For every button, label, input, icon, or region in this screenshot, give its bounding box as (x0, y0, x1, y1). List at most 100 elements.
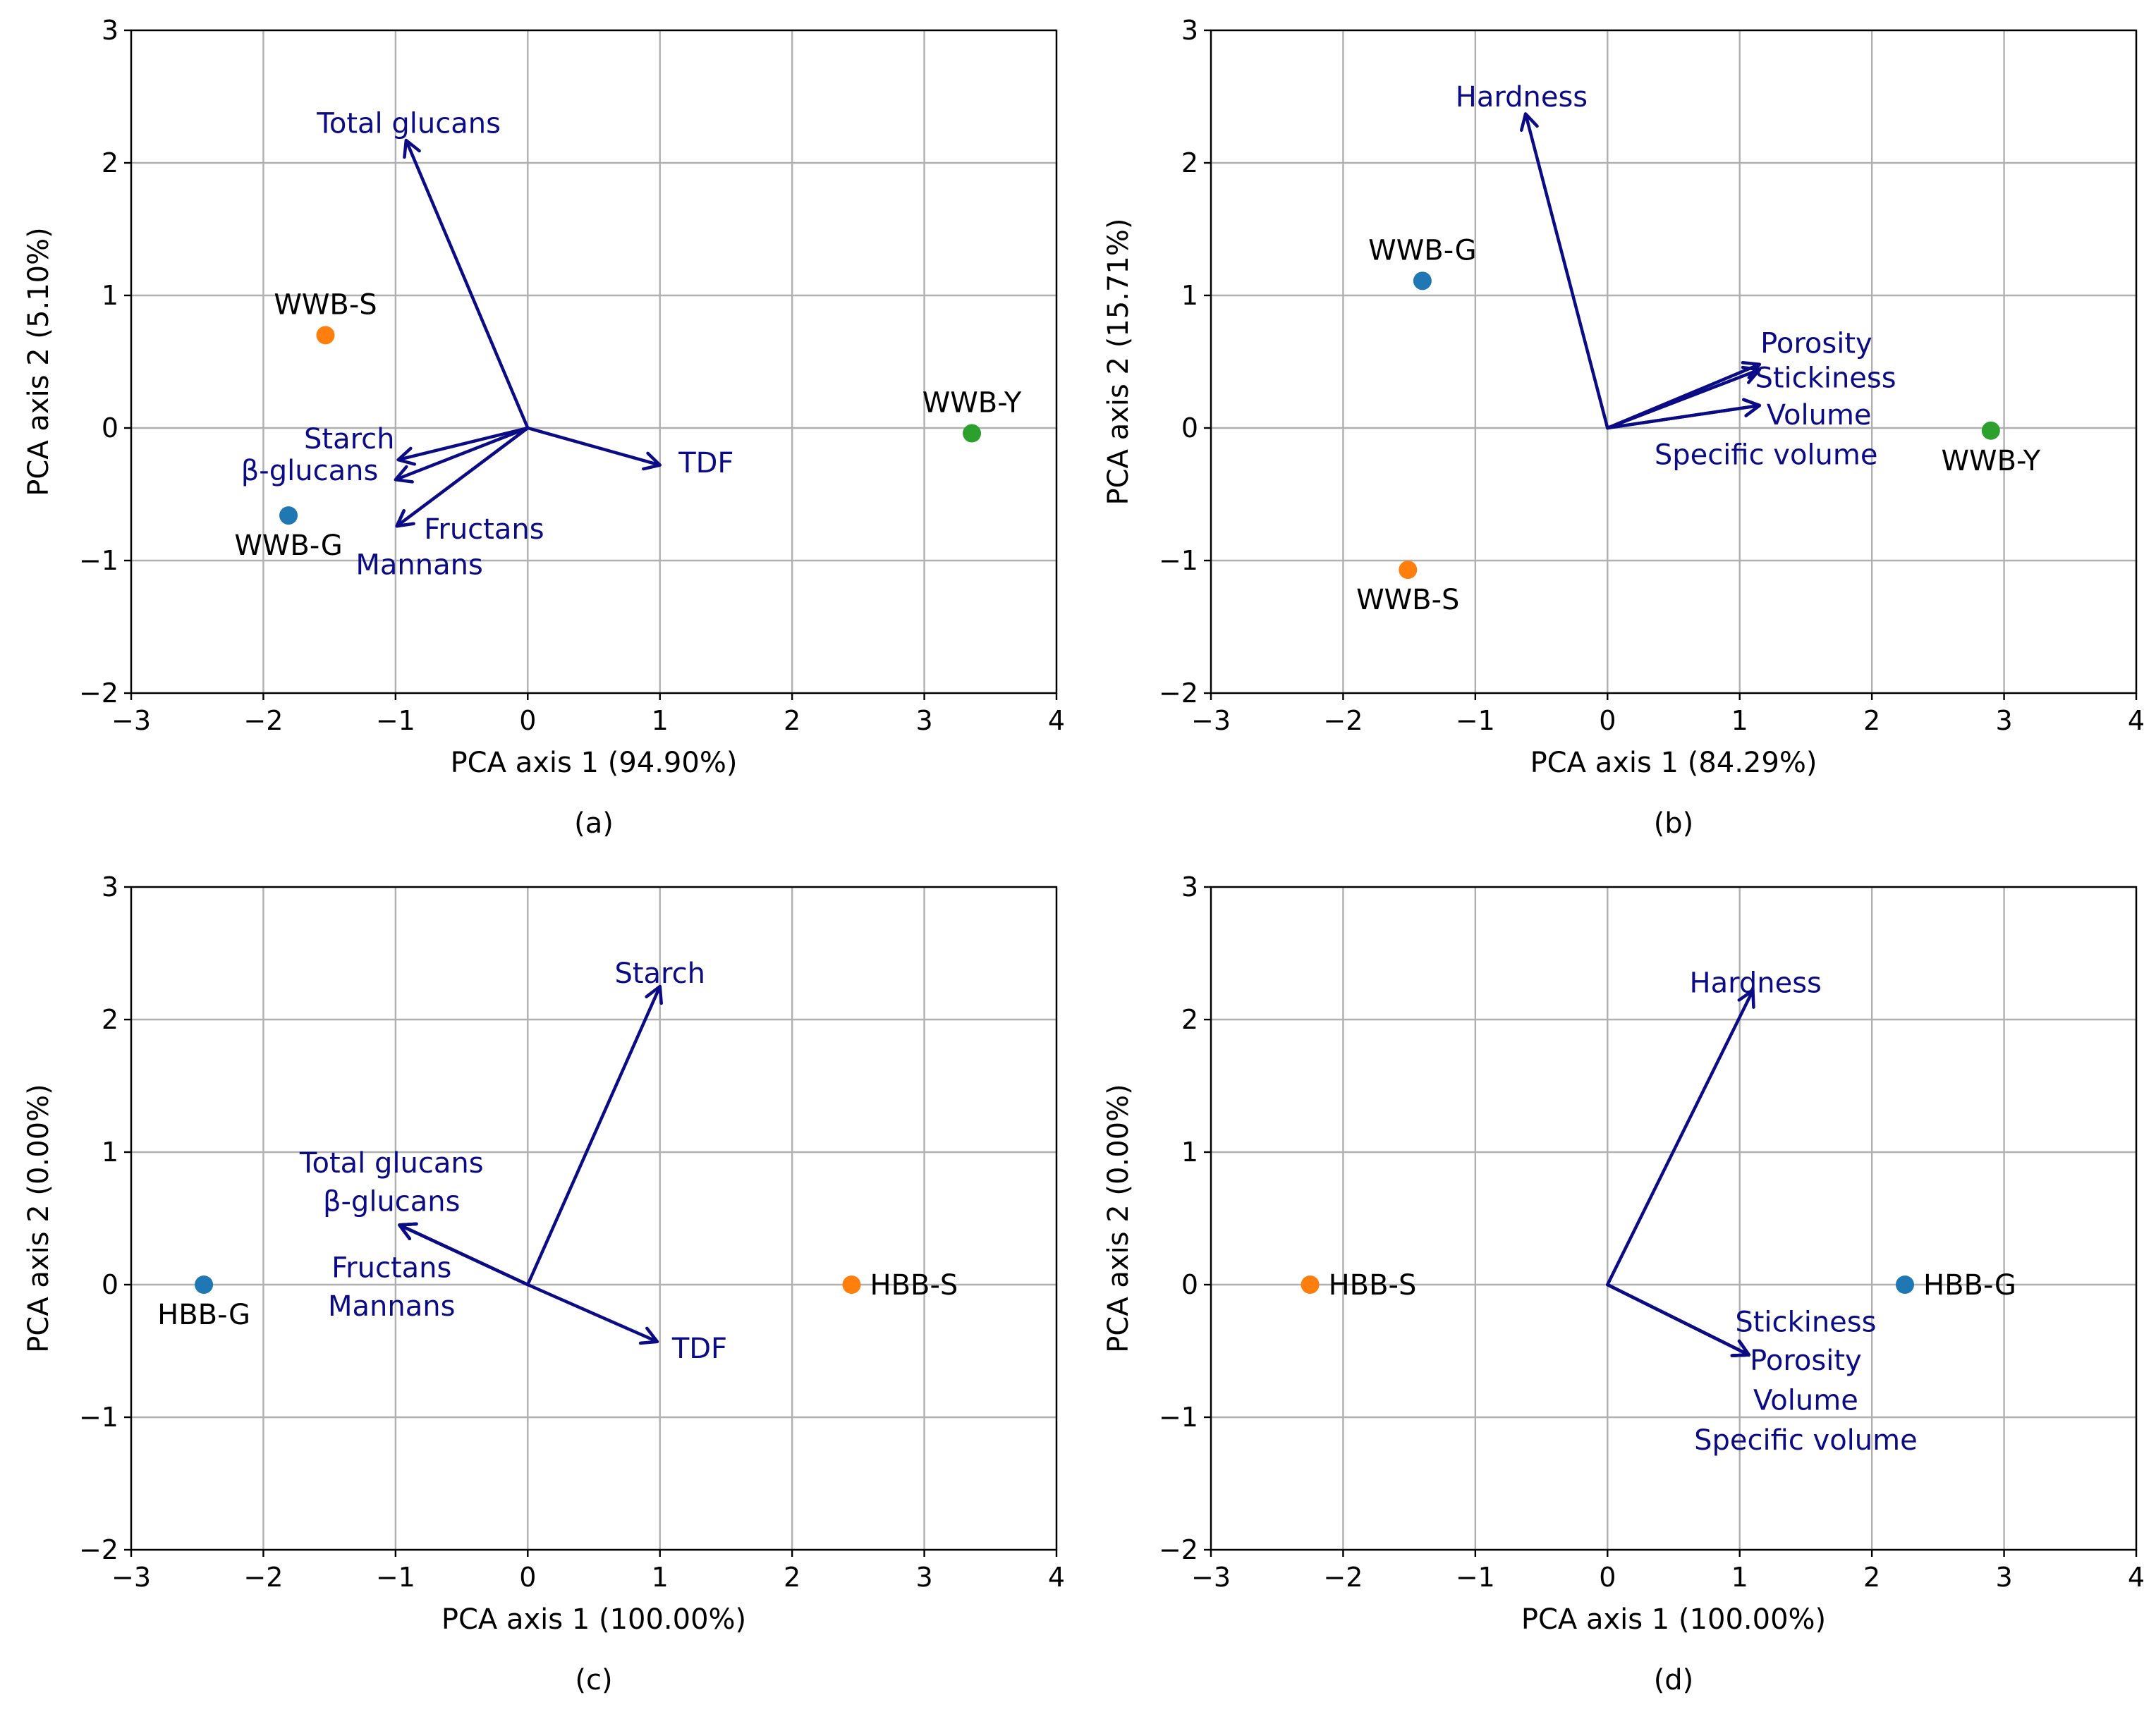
sample-point (842, 1276, 861, 1294)
sample-point (963, 424, 982, 443)
sample-label: WWB-G (1368, 234, 1476, 267)
plot-frame (1210, 29, 2138, 695)
loading-vector-arrow (1606, 989, 1755, 1287)
loading-vector-label: Starch (304, 423, 395, 455)
x-tick-label: −3 (111, 705, 151, 736)
x-tick-label: −2 (1323, 1562, 1363, 1593)
loading-vector-label: TDF (678, 447, 733, 479)
loading-vector-arrow (1606, 398, 1762, 430)
x-tick-label: 1 (1731, 1562, 1748, 1593)
sample-label: WWB-Y (922, 387, 1022, 420)
loading-vector-arrow (1520, 112, 1609, 430)
x-tick-label: −1 (376, 705, 415, 736)
loading-vector-label: Hardness (1456, 81, 1588, 114)
y-tick-label: −2 (79, 1534, 118, 1565)
x-tick-label: −2 (243, 1562, 283, 1593)
x-tick-label: −3 (1191, 1562, 1231, 1593)
x-tick-label: 2 (784, 1562, 800, 1593)
x-tick-label: −2 (243, 705, 283, 736)
plot-frame (130, 886, 1058, 1551)
loading-vector-label: Stickiness (1755, 362, 1896, 395)
x-tick-label: 3 (915, 1562, 932, 1593)
x-tick-label: 1 (1731, 705, 1748, 736)
x-tick-label: 2 (784, 705, 800, 736)
sample-label: HBB-G (157, 1299, 250, 1331)
sample-label: WWB-S (1356, 584, 1459, 616)
loading-vector-label: β-glucans (241, 455, 379, 487)
x-tick-label: 4 (2128, 1562, 2145, 1593)
loading-vector-label: Fructans (331, 1252, 451, 1285)
y-tick-label: 3 (1181, 871, 1198, 903)
loading-vector-arrow (526, 984, 663, 1287)
y-tick-label: −1 (1159, 1402, 1198, 1433)
loading-vector-arrow (395, 426, 530, 528)
sample-label: WWB-G (234, 530, 342, 562)
y-tick-label: 1 (102, 280, 118, 311)
loading-vector-arrow (396, 426, 530, 466)
loading-vector-label: Volume (1753, 1385, 1858, 1417)
y-tick-label: −1 (1159, 545, 1198, 576)
y-tick-label: 0 (1181, 1269, 1198, 1300)
y-tick-label: 1 (102, 1137, 118, 1168)
loading-vector-arrow (526, 426, 662, 471)
plot-frame (1210, 886, 2138, 1551)
y-tick-label: −2 (79, 678, 118, 709)
loading-vector-label: TDF (671, 1333, 727, 1365)
x-tick-label: −3 (111, 1562, 151, 1593)
x-tick-label: −1 (376, 1562, 415, 1593)
loading-vector-label: Stickiness (1735, 1307, 1876, 1339)
sample-label: HBB-S (870, 1269, 958, 1302)
y-tick-label: 3 (102, 871, 118, 903)
x-tick-label: 3 (915, 705, 932, 736)
loading-vector-label: Mannans (328, 1290, 455, 1323)
panel-caption: (d) (1654, 1664, 1694, 1696)
loading-vector-arrow (1606, 1283, 1751, 1357)
y-tick-label: 2 (102, 1004, 118, 1035)
x-axis-label: PCA axis 1 (94.90%) (451, 747, 738, 779)
x-tick-label: 0 (1599, 705, 1616, 736)
y-tick-label: 3 (102, 15, 118, 46)
loading-vector-label: Total glucans (316, 108, 501, 140)
y-tick-label: 0 (1181, 412, 1198, 443)
x-tick-label: 0 (519, 1562, 536, 1593)
x-tick-label: 0 (1599, 1562, 1616, 1593)
y-axis-label: PCA axis 2 (15.71%) (1102, 219, 1135, 506)
x-axis-label: PCA axis 1 (100.00%) (1521, 1603, 1826, 1636)
loading-vector-label: Porosity (1750, 1345, 1862, 1377)
sample-point (1413, 271, 1432, 290)
x-tick-label: −2 (1323, 705, 1363, 736)
plot-frame (130, 29, 1058, 695)
x-tick-label: 1 (652, 1562, 669, 1593)
y-tick-label: 1 (1181, 280, 1198, 311)
loading-vector-arrow (526, 1283, 659, 1345)
x-tick-label: 2 (1863, 705, 1880, 736)
sample-point (316, 326, 335, 345)
x-tick-label: −1 (1456, 705, 1495, 736)
y-tick-label: 3 (1181, 15, 1198, 46)
loading-vector-label: Volume (1767, 399, 1872, 432)
x-tick-label: 4 (1048, 705, 1065, 736)
sample-point (1399, 561, 1418, 580)
loading-vector-arrow (1606, 365, 1762, 430)
y-axis-label: PCA axis 2 (5.10%) (23, 227, 55, 496)
y-tick-label: 2 (102, 147, 118, 178)
loading-vector-label: Specific volume (1655, 439, 1878, 472)
y-tick-label: −2 (1159, 1534, 1198, 1565)
loading-vector-label: Hardness (1690, 967, 1822, 999)
x-tick-label: 0 (519, 705, 536, 736)
loading-vector-label: Porosity (1760, 328, 1872, 360)
panel-caption: (a) (574, 807, 614, 840)
loading-vector-arrow (398, 1222, 530, 1287)
y-tick-label: −2 (1159, 678, 1198, 709)
y-tick-label: −1 (79, 545, 118, 576)
y-tick-label: −1 (79, 1402, 118, 1433)
loading-vector-label: Specific volume (1694, 1424, 1918, 1457)
loading-vector-label: Mannans (355, 549, 482, 582)
loading-vector-label: Total glucans (299, 1147, 484, 1180)
x-tick-label: −1 (1456, 1562, 1495, 1593)
loading-vector-label: Starch (614, 958, 705, 990)
